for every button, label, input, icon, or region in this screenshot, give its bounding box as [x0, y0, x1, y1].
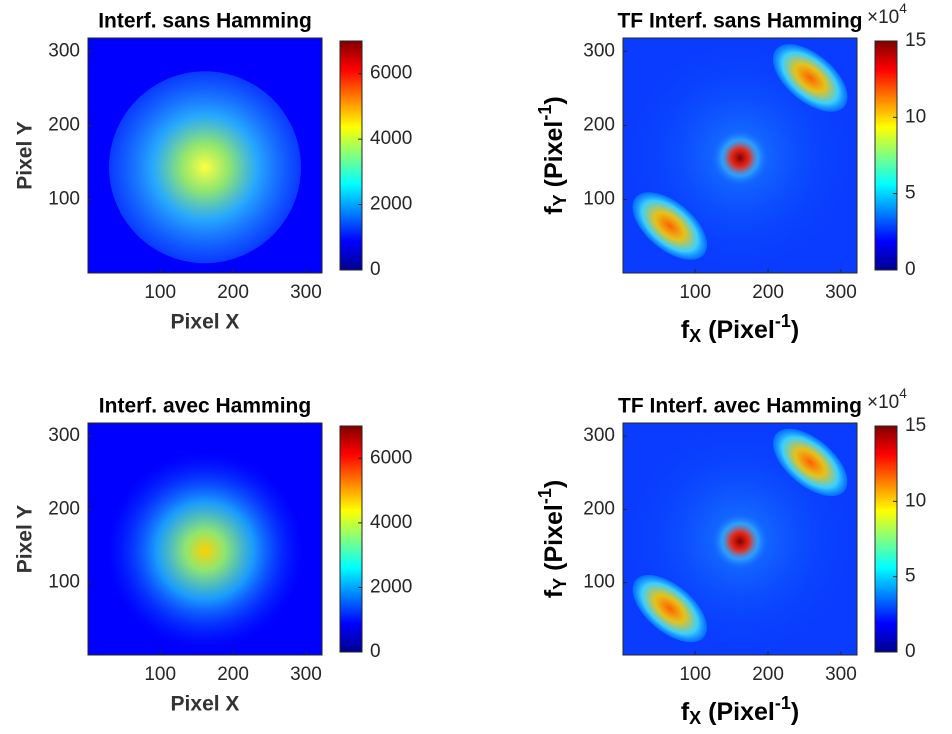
chart-title: Interf. sans Hamming	[98, 10, 312, 33]
x-axis-label-part: )	[791, 698, 799, 726]
colorbar-tick-label: 6000	[370, 63, 412, 84]
y-tick-label: 200	[583, 114, 615, 135]
colorbar-tick-label: 4000	[370, 128, 412, 149]
colorbar-scale-part: 4	[899, 1, 907, 16]
chart-title: TF Interf. avec Hamming	[618, 395, 862, 418]
y-axis-label-part: Y	[550, 194, 570, 206]
x-axis-label-part: (Pixel	[701, 698, 775, 726]
order-lobe	[632, 192, 708, 260]
y-tick-label: 200	[583, 498, 615, 519]
x-tick-label: 200	[217, 664, 249, 685]
axes-frame	[622, 422, 858, 656]
chart-title: Interf. avec Hamming	[99, 395, 311, 418]
y-tick-label: 200	[48, 114, 80, 135]
zero-order	[709, 127, 771, 189]
y-axis-label-part: (Pixel	[540, 121, 568, 195]
x-tick-label: 200	[752, 282, 784, 303]
colorbar-scale-part: ×10	[867, 392, 899, 413]
heatmap-image	[88, 423, 322, 655]
order-lobe	[772, 44, 848, 112]
y-axis-label-part: f	[540, 589, 568, 598]
x-tick-label: 300	[825, 282, 857, 303]
chart-title: TF Interf. sans Hamming	[617, 10, 862, 33]
colorbar-tick-label: 5	[905, 566, 916, 587]
axes-frame	[87, 422, 323, 656]
x-tick-label: 300	[825, 664, 857, 685]
colorbar	[339, 40, 363, 271]
x-axis-label: fX (Pixel-1)	[681, 311, 799, 346]
colorbar-tick-label: 4000	[370, 512, 412, 533]
colorbar-tick-label: 0	[370, 259, 381, 280]
y-tick-label: 100	[48, 189, 80, 210]
y-axis-label-part: f	[540, 206, 568, 215]
x-tick-label: 100	[679, 664, 711, 685]
colorbar-scale-part: ×10	[867, 7, 899, 28]
heatmap-image	[623, 423, 857, 655]
y-axis-label-part: )	[540, 480, 568, 488]
axes-frame	[87, 37, 323, 274]
y-tick-label: 300	[583, 40, 615, 61]
colorbar-tick-label: 2000	[370, 194, 412, 215]
x-axis-label: Pixel X	[171, 693, 240, 716]
y-tick-label: 300	[583, 425, 615, 446]
x-tick-label: 200	[217, 282, 249, 303]
colorbar-tick-label: 15	[905, 415, 926, 436]
colorbar-tick-label: 6000	[370, 447, 412, 468]
y-axis-label: Pixel Y	[14, 121, 37, 190]
heatmap-image	[88, 38, 322, 273]
colorbar	[339, 425, 363, 653]
colorbar-scale-part: 4	[899, 386, 907, 401]
x-axis-label-part: )	[791, 316, 799, 344]
x-tick-label: 200	[752, 664, 784, 685]
x-axis-label-part: f	[681, 316, 690, 344]
colorbar	[874, 40, 898, 271]
y-axis-label-part: -1	[535, 105, 555, 121]
colorbar-tick-label: 0	[905, 641, 916, 662]
colorbar-tick-label: 10	[905, 490, 926, 511]
x-tick-label: 300	[290, 282, 322, 303]
y-tick-label: 300	[48, 425, 80, 446]
x-tick-label: 100	[679, 282, 711, 303]
x-axis-label: fX (Pixel-1)	[681, 693, 799, 728]
x-axis-label-part: f	[681, 698, 690, 726]
x-tick-label: 100	[144, 282, 176, 303]
y-axis-label-part: -1	[535, 488, 555, 504]
y-axis-label-part: )	[540, 96, 568, 104]
x-tick-label: 300	[290, 664, 322, 685]
order-lobe	[773, 428, 848, 497]
beam	[109, 71, 301, 264]
colorbar	[874, 425, 898, 653]
x-axis-label-part: X	[689, 326, 701, 346]
y-axis-label: fY (Pixel-1)	[535, 480, 570, 598]
y-tick-label: 200	[48, 498, 80, 519]
x-axis-label-part: X	[689, 708, 701, 728]
y-tick-label: 100	[583, 189, 615, 210]
order-lobe	[632, 574, 707, 643]
colorbar-scale: ×104	[867, 386, 907, 413]
y-axis-label: fY (Pixel-1)	[535, 96, 570, 214]
y-axis-label-part: Y	[550, 578, 570, 590]
colorbar-tick-label: 5	[905, 183, 916, 204]
x-axis-label-part: -1	[775, 311, 791, 331]
colorbar-tick-label: 0	[905, 259, 916, 280]
y-tick-label: 100	[48, 572, 80, 593]
zero-order	[709, 510, 771, 572]
x-axis-label-part: (Pixel	[701, 316, 775, 344]
colorbar-tick-label: 2000	[370, 576, 412, 597]
colorbar-scale: ×104	[867, 1, 907, 28]
colorbar-tick-label: 10	[905, 106, 926, 127]
y-axis-label: Pixel Y	[14, 505, 37, 574]
x-axis-label-part: -1	[775, 693, 791, 713]
y-tick-label: 100	[583, 572, 615, 593]
x-tick-label: 100	[144, 664, 176, 685]
x-axis-label: Pixel X	[171, 311, 240, 334]
axes-frame	[622, 37, 858, 274]
colorbar-tick-label: 15	[905, 30, 926, 51]
colorbar-tick-label: 0	[370, 641, 381, 662]
heatmap-image	[623, 38, 857, 273]
beam	[106, 452, 304, 649]
y-tick-label: 300	[48, 40, 80, 61]
y-axis-label-part: (Pixel	[540, 504, 568, 578]
